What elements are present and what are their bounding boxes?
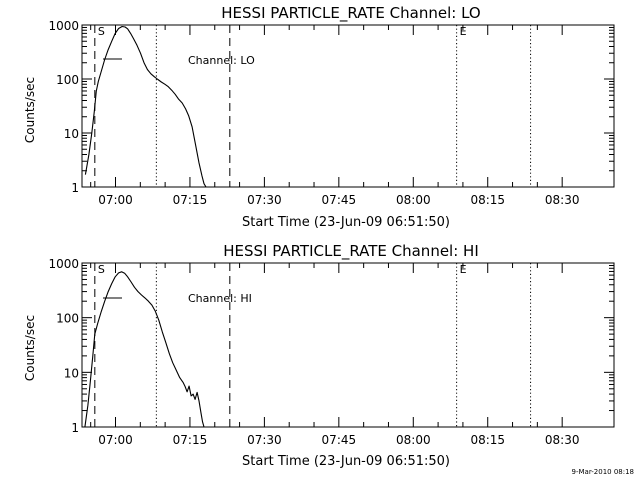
series-line bbox=[84, 271, 205, 428]
x-tick-label: 08:00 bbox=[396, 433, 431, 447]
x-tick-label: 07:45 bbox=[322, 433, 357, 447]
footer-timestamp: 9-Mar-2010 08:18 bbox=[572, 468, 634, 476]
plot-area: 07:00 07:15 07:30 07:45 08:00 08:15 08:30 1 10 10… bbox=[48, 19, 615, 207]
chart-panel-hi: HESSI PARTICLE_RATE Channel: HI Counts/s… bbox=[23, 242, 615, 469]
event-marker-label: S bbox=[98, 263, 105, 276]
x-tick-label: 08:30 bbox=[545, 193, 580, 207]
x-axis-label: Start Time (23-Jun-09 06:51:50) bbox=[242, 215, 450, 230]
y-tick-label: 10 bbox=[64, 127, 79, 141]
series-line bbox=[84, 25, 207, 188]
y-tick-label: 100 bbox=[56, 73, 79, 87]
x-tick-label: 07:30 bbox=[247, 193, 282, 207]
event-marker-label: E bbox=[460, 25, 467, 38]
x-tick-label: 07:15 bbox=[173, 433, 208, 447]
y-axis-label: Counts/sec bbox=[23, 315, 37, 381]
y-tick-label: 1000 bbox=[48, 19, 79, 33]
x-axis-label: Start Time (23-Jun-09 06:51:50) bbox=[242, 454, 450, 469]
y-tick-label: 100 bbox=[56, 312, 79, 326]
chart-title: HESSI PARTICLE_RATE Channel: LO bbox=[221, 4, 480, 23]
x-tick-label: 07:00 bbox=[98, 193, 133, 207]
axes-frame bbox=[81, 262, 615, 428]
y-axis-label: Counts/sec bbox=[23, 77, 37, 143]
event-marker-label: S bbox=[98, 25, 105, 38]
axes-frame bbox=[81, 24, 615, 188]
legend-label: Channel: LO bbox=[188, 54, 255, 67]
x-tick-label: 07:15 bbox=[173, 193, 208, 207]
x-tick-label: 07:00 bbox=[98, 433, 133, 447]
chart-title: HESSI PARTICLE_RATE Channel: HI bbox=[223, 242, 479, 261]
y-tick-label: 1 bbox=[71, 181, 79, 195]
legend-label: Channel: HI bbox=[188, 292, 252, 305]
chart-panel-lo: HESSI PARTICLE_RATE Channel: LO Counts/s… bbox=[23, 4, 615, 230]
x-tick-label: 08:15 bbox=[470, 433, 505, 447]
x-tick-label: 07:45 bbox=[322, 193, 357, 207]
x-tick-label: 08:15 bbox=[470, 193, 505, 207]
y-tick-label: 1000 bbox=[48, 257, 79, 271]
plot-area: 07:00 07:15 07:30 07:45 08:00 08:15 08:30 1 10 10… bbox=[48, 257, 615, 447]
x-tick-label: 08:00 bbox=[396, 193, 431, 207]
x-tick-label: 08:30 bbox=[545, 433, 580, 447]
y-tick-label: 1 bbox=[71, 421, 79, 435]
y-tick-label: 10 bbox=[64, 366, 79, 380]
event-marker-label: E bbox=[460, 263, 467, 276]
x-tick-label: 07:30 bbox=[247, 433, 282, 447]
